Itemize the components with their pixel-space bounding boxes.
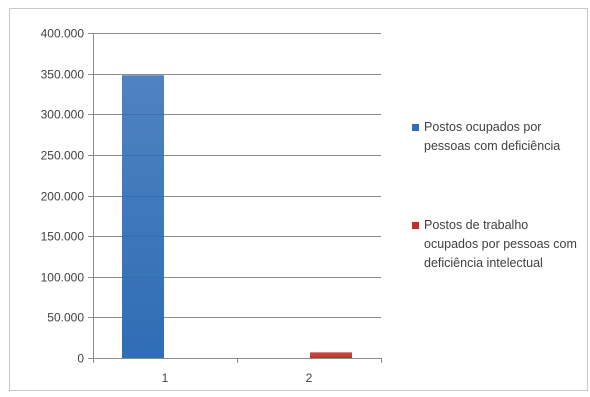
tick-labels: 0 50.000 100.000 150.000 200.000 250.000 300.0…	[41, 27, 313, 386]
legend-item-series-2: Postos de trabalho ocupados por pessoas …	[412, 216, 584, 273]
y-tick-label: 200.000	[41, 190, 85, 204]
bar-series-1-cat-1	[122, 75, 164, 358]
y-tick-label: 50.000	[47, 311, 84, 325]
axes	[88, 33, 382, 363]
bar-series-2-cat-2	[310, 352, 352, 358]
y-tick-label: 150.000	[41, 230, 85, 244]
y-tick-label: 400.000	[41, 27, 85, 41]
x-tick-label: 2	[306, 371, 313, 385]
y-tick-label: 0	[77, 352, 84, 366]
legend-label-series-1: Postos ocupados por pessoas com deficiên…	[424, 120, 561, 153]
y-tick-label: 300.000	[41, 108, 85, 122]
chart-border	[9, 8, 588, 391]
legend-label-series-2: Postos de trabalho ocupados por pessoas …	[424, 218, 577, 270]
y-tick-label: 350.000	[41, 68, 85, 82]
bars	[122, 75, 352, 358]
legend-swatch-series-2	[412, 222, 419, 229]
y-tick-label: 100.000	[41, 271, 85, 285]
legend-swatch-series-1	[412, 124, 419, 131]
legend-item-series-1: Postos ocupados por pessoas com deficiên…	[412, 118, 584, 156]
x-tick-label: 1	[162, 371, 169, 385]
y-tick-label: 250.000	[41, 149, 85, 163]
